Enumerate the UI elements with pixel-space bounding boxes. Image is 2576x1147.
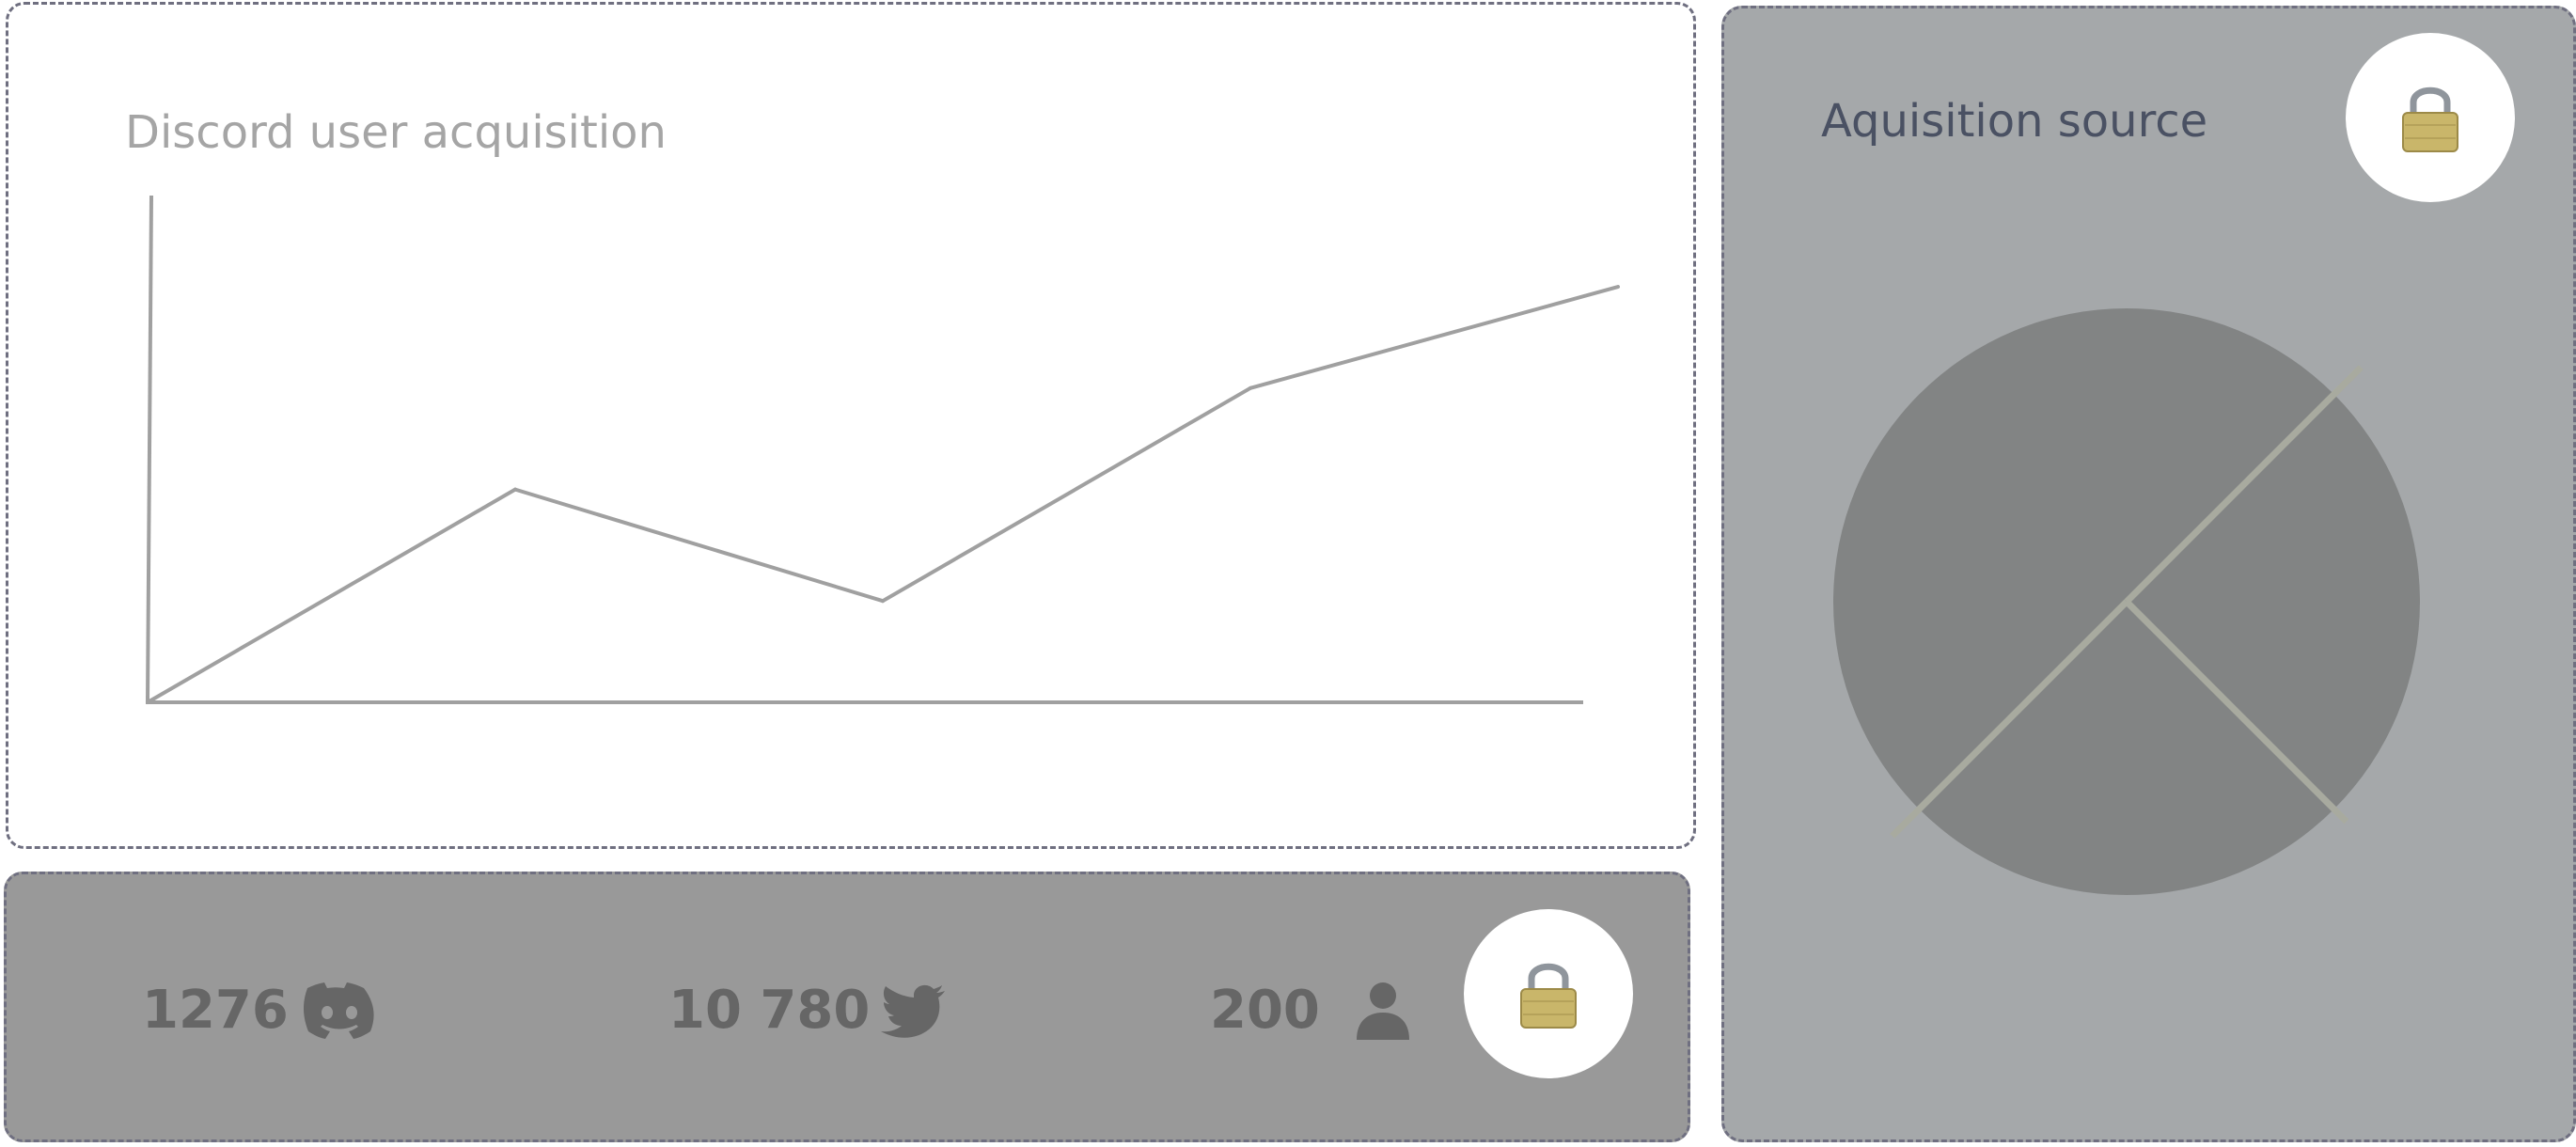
source-lock-button[interactable] bbox=[2346, 33, 2515, 202]
stats-card: 1276 10 780 200 bbox=[4, 872, 1690, 1142]
pie-chart bbox=[1833, 308, 2420, 895]
discord-acquisition-card: Discord user acquisition bbox=[6, 2, 1696, 849]
chart-title: Discord user acquisition bbox=[125, 106, 667, 159]
line-segment bbox=[881, 385, 1252, 604]
series-line bbox=[146, 285, 1620, 704]
discord-icon bbox=[304, 982, 374, 1039]
discord-count: 1276 bbox=[142, 980, 289, 1041]
stats-lock-button[interactable] bbox=[1464, 909, 1633, 1078]
lock-icon bbox=[1520, 963, 1577, 1029]
line-segment bbox=[1249, 285, 1620, 390]
twitter-icon bbox=[881, 984, 945, 1038]
source-title: Aquisition source bbox=[1821, 95, 2208, 148]
line-segment bbox=[513, 487, 885, 604]
pie-dividers bbox=[1890, 365, 2364, 839]
pie-slice-divider bbox=[2124, 599, 2349, 825]
y-axis bbox=[146, 195, 153, 703]
pie-slice-divider bbox=[2124, 365, 2364, 605]
line-segment bbox=[146, 487, 517, 704]
pie-slice-divider bbox=[1890, 599, 2129, 839]
user-icon bbox=[1357, 982, 1409, 1040]
acquisition-source-card: Aquisition source bbox=[1721, 6, 2576, 1142]
lock-icon bbox=[2402, 86, 2458, 152]
users-count: 200 bbox=[1210, 980, 1320, 1041]
twitter-count: 10 780 bbox=[668, 980, 871, 1041]
line-chart bbox=[146, 195, 1620, 704]
